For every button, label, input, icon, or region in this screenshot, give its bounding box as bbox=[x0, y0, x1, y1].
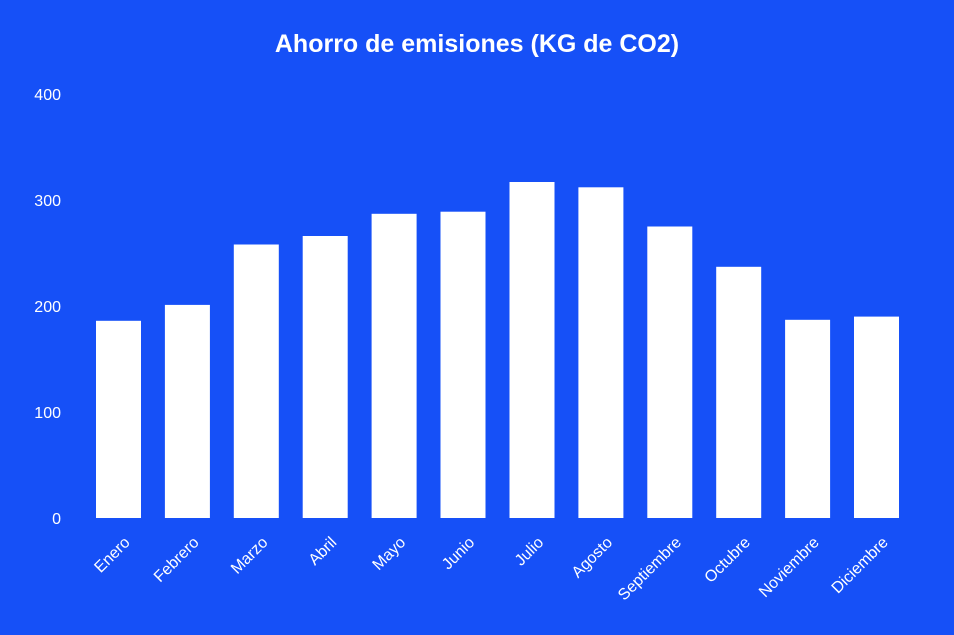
x-tick-label: Marzo bbox=[228, 534, 272, 578]
bar-abril bbox=[302, 236, 348, 518]
x-tick-label: Noviembre bbox=[756, 534, 823, 601]
y-tick-label: 100 bbox=[34, 405, 61, 422]
bar-octubre bbox=[716, 266, 762, 518]
bar-septiembre bbox=[647, 226, 693, 518]
y-tick-label: 400 bbox=[34, 87, 61, 104]
bar-enero bbox=[96, 320, 141, 518]
y-axis: 0 100 200 300 400 bbox=[34, 87, 61, 528]
x-tick-label: Febrero bbox=[151, 534, 203, 586]
y-tick-label: 200 bbox=[34, 299, 61, 316]
x-tick-label: Julio bbox=[512, 534, 547, 569]
x-tick-label: Diciembre bbox=[829, 534, 892, 597]
bar-noviembre bbox=[785, 319, 831, 518]
bar-marzo bbox=[233, 244, 279, 518]
x-tick-label: Enero bbox=[91, 534, 133, 576]
bar-mayo bbox=[371, 213, 417, 519]
bar-diciembre bbox=[854, 316, 899, 518]
bar-febrero bbox=[164, 304, 210, 518]
x-tick-label: Junio bbox=[439, 534, 478, 573]
y-tick-label: 300 bbox=[34, 193, 61, 210]
bar-julio bbox=[509, 182, 555, 518]
bar-agosto bbox=[578, 187, 624, 519]
x-tick-label: Agosto bbox=[569, 534, 616, 581]
x-tick-label: Septiembre bbox=[615, 534, 685, 604]
y-tick-label: 0 bbox=[52, 511, 61, 528]
x-tick-label: Octubre bbox=[702, 534, 754, 586]
x-tick-label: Mayo bbox=[370, 534, 410, 574]
bar-junio bbox=[440, 211, 486, 518]
bars-group bbox=[96, 182, 899, 519]
x-tick-label: Abril bbox=[306, 534, 341, 569]
chart-title: Ahorro de emisiones (KG de CO2) bbox=[274, 30, 680, 58]
x-axis: Enero Febrero Marzo Abril Mayo Junio Julio Agos… bbox=[91, 534, 891, 604]
